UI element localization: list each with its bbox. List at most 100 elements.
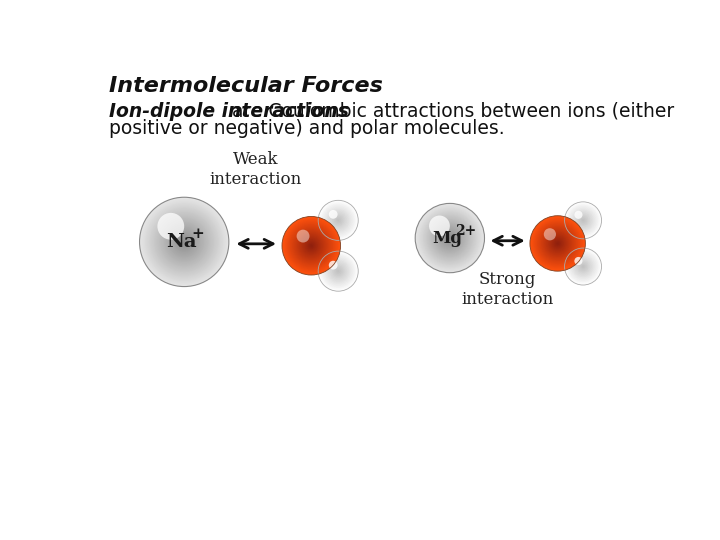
Circle shape: [299, 233, 324, 258]
Text: Weak
interaction: Weak interaction: [210, 151, 302, 188]
Circle shape: [572, 208, 595, 232]
Circle shape: [582, 266, 584, 267]
Circle shape: [324, 257, 352, 285]
Circle shape: [290, 225, 332, 267]
Circle shape: [321, 254, 356, 288]
Circle shape: [578, 215, 588, 225]
Circle shape: [308, 242, 315, 249]
Circle shape: [426, 215, 473, 261]
Circle shape: [297, 232, 325, 260]
Circle shape: [298, 232, 325, 259]
Circle shape: [568, 206, 598, 235]
Circle shape: [322, 254, 355, 288]
Circle shape: [163, 221, 205, 263]
Circle shape: [331, 214, 345, 227]
Circle shape: [549, 235, 567, 252]
Circle shape: [289, 223, 334, 268]
Circle shape: [179, 237, 190, 247]
Circle shape: [531, 217, 584, 269]
Circle shape: [580, 264, 585, 269]
Circle shape: [153, 211, 215, 273]
Circle shape: [579, 216, 588, 225]
Circle shape: [575, 211, 582, 219]
Circle shape: [417, 205, 483, 271]
Circle shape: [445, 233, 455, 243]
Circle shape: [288, 222, 335, 269]
Circle shape: [567, 204, 599, 237]
Circle shape: [323, 205, 354, 235]
Circle shape: [318, 200, 359, 240]
Circle shape: [444, 232, 456, 244]
Circle shape: [332, 214, 344, 226]
Circle shape: [156, 213, 213, 271]
Text: 2+: 2+: [454, 224, 476, 238]
Circle shape: [539, 225, 577, 262]
Circle shape: [543, 228, 572, 259]
Circle shape: [578, 261, 588, 272]
Circle shape: [174, 232, 194, 252]
Circle shape: [142, 199, 227, 285]
Circle shape: [544, 230, 571, 257]
Circle shape: [158, 216, 210, 268]
Circle shape: [421, 210, 478, 267]
Circle shape: [305, 240, 317, 252]
Circle shape: [171, 228, 197, 255]
Circle shape: [140, 197, 229, 287]
Circle shape: [148, 205, 221, 279]
Circle shape: [336, 269, 341, 273]
Circle shape: [569, 206, 597, 234]
Circle shape: [327, 260, 349, 282]
Circle shape: [328, 261, 348, 281]
Circle shape: [336, 218, 341, 223]
Circle shape: [303, 238, 320, 254]
Circle shape: [539, 225, 576, 262]
Circle shape: [575, 258, 592, 275]
Circle shape: [438, 226, 462, 250]
Circle shape: [337, 270, 340, 273]
Circle shape: [437, 225, 463, 251]
Text: +: +: [191, 227, 204, 241]
Circle shape: [423, 211, 477, 265]
Circle shape: [164, 222, 204, 262]
Circle shape: [576, 260, 590, 273]
Circle shape: [564, 248, 601, 285]
Circle shape: [328, 211, 348, 231]
Circle shape: [443, 231, 456, 245]
Circle shape: [567, 204, 600, 237]
Circle shape: [328, 260, 349, 282]
Text: Intermolecular Forces: Intermolecular Forces: [109, 76, 382, 96]
Circle shape: [322, 204, 355, 237]
Circle shape: [582, 219, 585, 221]
Circle shape: [570, 254, 596, 280]
Circle shape: [150, 207, 219, 276]
Circle shape: [319, 252, 358, 291]
Circle shape: [182, 240, 186, 244]
Circle shape: [319, 201, 358, 240]
Circle shape: [572, 210, 594, 232]
Circle shape: [329, 262, 348, 280]
Circle shape: [416, 204, 484, 272]
Circle shape: [446, 234, 454, 241]
Circle shape: [305, 239, 318, 252]
Circle shape: [176, 234, 192, 249]
Circle shape: [338, 220, 339, 221]
Circle shape: [330, 262, 347, 280]
Circle shape: [310, 244, 313, 247]
Text: Mg: Mg: [432, 230, 462, 247]
Circle shape: [322, 204, 354, 237]
Circle shape: [304, 238, 319, 253]
Circle shape: [306, 241, 316, 251]
Circle shape: [580, 263, 587, 270]
Text: Na: Na: [166, 233, 197, 251]
Circle shape: [336, 268, 341, 274]
Circle shape: [544, 229, 572, 258]
Circle shape: [572, 256, 593, 277]
Circle shape: [183, 241, 185, 243]
Circle shape: [294, 229, 328, 262]
Circle shape: [542, 227, 574, 259]
Circle shape: [282, 217, 341, 275]
Circle shape: [567, 205, 598, 236]
Circle shape: [320, 253, 356, 289]
Circle shape: [331, 265, 345, 278]
Circle shape: [567, 251, 598, 282]
